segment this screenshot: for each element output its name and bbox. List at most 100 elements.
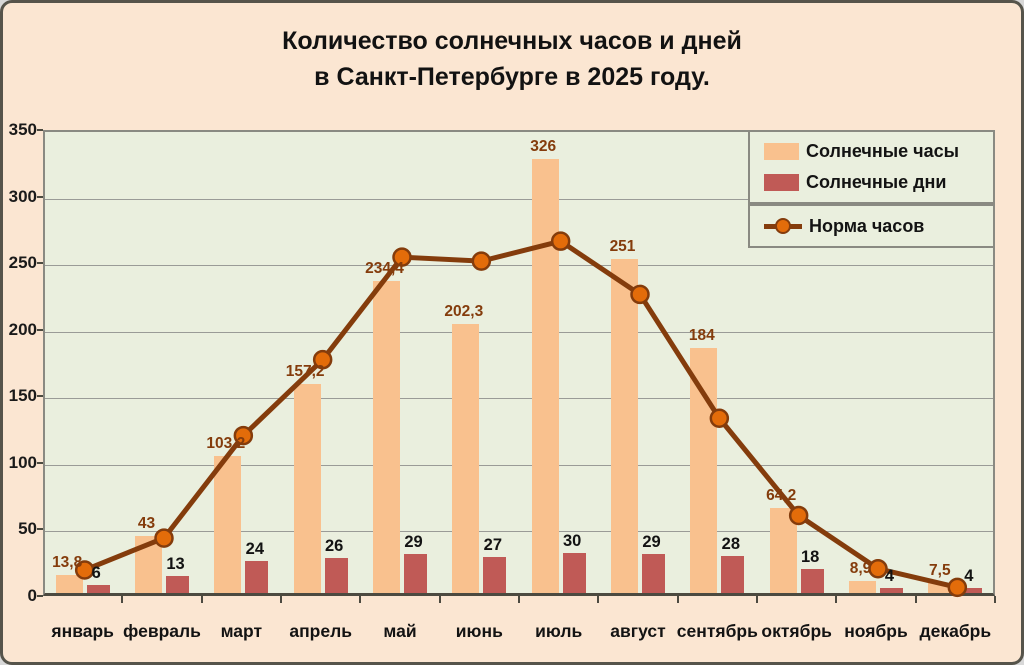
x-axis-tick-11 [994, 596, 996, 603]
norm-hours-marker-февраль [154, 528, 174, 548]
x-axis-tick-8 [756, 596, 758, 603]
chart-title-line1: Количество солнечных часов и дней [282, 27, 742, 55]
norm-hours-marker-июль [550, 231, 571, 251]
x-axis-label-октябрь: октябрь [761, 621, 832, 641]
bar-sunny-days-ноябрь [880, 587, 903, 593]
x-axis-tick-7 [676, 596, 679, 603]
gridline-300 [45, 198, 993, 200]
legend-item-norm-hours: Норма часов [764, 216, 993, 237]
x-axis-tick-4 [438, 596, 441, 603]
bar-sunny-days-декабрь [959, 587, 983, 593]
gridline-150 [45, 398, 993, 400]
legend-item-sunny-hours: Солнечные часы [764, 141, 993, 162]
bar-sunny-days-июнь [483, 557, 507, 593]
y-axis-label-200: 200 [8, 319, 37, 339]
y-axis-label-350: 350 [8, 120, 37, 139]
value-label-hours-август: 251 [609, 237, 636, 255]
value-label-days-август: 29 [642, 533, 661, 552]
legend-line: Норма часов [748, 204, 995, 248]
x-axis-tick-0 [121, 596, 124, 603]
value-label-hours-июль: 326 [530, 137, 557, 155]
value-label-days-июль: 30 [562, 532, 582, 551]
value-label-days-ноябрь: 4 [884, 566, 895, 585]
value-label-hours-февраль: 43 [137, 514, 156, 532]
y-axis-label-100: 100 [8, 452, 37, 472]
value-label-hours-октябрь: 64,2 [766, 486, 797, 504]
bar-sunny-hours-июнь [452, 323, 480, 593]
value-label-hours-июнь: 202,3 [444, 302, 484, 320]
value-label-hours-ноябрь: 8,9 [849, 560, 872, 578]
value-label-days-апрель: 26 [324, 537, 344, 556]
x-axis-tick-2 [280, 596, 282, 603]
norm-hours-marker-август [630, 284, 650, 305]
y-axis-label-50: 50 [18, 519, 37, 539]
x-axis-label-ноябрь: ноябрь [844, 621, 908, 641]
norm-hours-marker-апрель [312, 349, 333, 370]
sunny-hours-swatch [764, 143, 799, 161]
x-axis-label-январь: январь [51, 621, 114, 641]
y-axis-label-0: 0 [27, 586, 37, 605]
legend-label-sunny-hours: Солнечные часы [806, 141, 959, 162]
legend-item-sunny-days: Солнечные дни [764, 172, 993, 193]
value-label-days-март: 24 [245, 540, 264, 559]
gridline-200 [45, 331, 993, 333]
x-axis-tick-10 [914, 596, 917, 603]
x-axis-label-февраль: февраль [123, 621, 201, 641]
bar-sunny-hours-май [373, 280, 400, 593]
y-axis-tick-200 [37, 328, 43, 331]
y-axis-label-300: 300 [8, 186, 37, 206]
bar-sunny-hours-январь [55, 574, 83, 593]
bar-sunny-hours-август [611, 258, 638, 593]
value-label-days-октябрь: 18 [800, 548, 820, 567]
norm-hours-marker-ноябрь [868, 558, 888, 579]
bar-sunny-days-август [642, 554, 665, 593]
value-label-hours-сентябрь: 184 [688, 327, 715, 345]
x-axis-label-июнь: июнь [455, 621, 503, 641]
bar-sunny-days-апрель [324, 558, 348, 593]
bar-sunny-days-май [404, 554, 427, 593]
x-axis-label-декабрь: декабрь [919, 621, 992, 641]
x-axis-label-август: август [610, 621, 666, 641]
bar-sunny-days-июль [562, 553, 586, 593]
norm-hours-marker-март [233, 425, 254, 446]
x-axis-label-март: март [220, 621, 263, 641]
y-axis-label-150: 150 [8, 386, 37, 406]
value-label-days-февраль: 13 [166, 554, 185, 573]
value-label-hours-май: 234,4 [365, 259, 404, 277]
legend-label-sunny-days: Солнечные дни [806, 171, 947, 192]
value-label-days-декабрь: 4 [964, 566, 974, 585]
y-axis-tick-300 [37, 195, 43, 198]
value-label-days-январь: 6 [91, 564, 101, 582]
x-axis-tick-6 [597, 596, 600, 603]
norm-hours-marker-октябрь [788, 505, 809, 526]
value-label-hours-март: 103,2 [206, 434, 246, 452]
sunny-days-swatch [764, 173, 799, 191]
chart-title: Количество солнечных часов и дней в Санк… [3, 23, 1021, 96]
y-axis-tick-50 [37, 528, 43, 531]
bar-sunny-hours-июль [531, 158, 559, 593]
gridline-100 [45, 464, 993, 466]
legend-bars: Солнечные часы Солнечные дни [748, 130, 995, 204]
gridline-50 [45, 531, 993, 533]
bar-sunny-hours-март [214, 455, 242, 593]
value-label-days-июнь: 27 [483, 536, 502, 555]
x-axis-tick-1 [200, 596, 203, 603]
norm-hours-marker-сентябрь [709, 408, 730, 429]
bar-sunny-days-январь [86, 585, 110, 593]
value-label-days-сентябрь: 28 [721, 534, 740, 553]
norm-hours-marker-май [392, 247, 412, 267]
norm-hours-marker-декабрь [947, 577, 968, 598]
x-axis-label-сентябрь: сентябрь [676, 621, 758, 641]
y-axis-tick-0 [37, 595, 43, 597]
bar-sunny-days-сентябрь [721, 555, 745, 593]
norm-hours-marker-июнь [471, 251, 492, 271]
norm-hours-polyline [83, 238, 958, 590]
value-label-days-май: 29 [404, 533, 423, 552]
x-axis-tick-3 [359, 596, 362, 603]
bar-sunny-days-февраль [166, 575, 189, 593]
value-label-hours-декабрь: 7,5 [929, 562, 951, 579]
bar-sunny-hours-декабрь [928, 583, 956, 593]
norm-hours-marker-январь [74, 560, 95, 580]
bar-sunny-days-октябрь [800, 569, 824, 593]
value-label-hours-апрель: 157,2 [285, 362, 325, 380]
